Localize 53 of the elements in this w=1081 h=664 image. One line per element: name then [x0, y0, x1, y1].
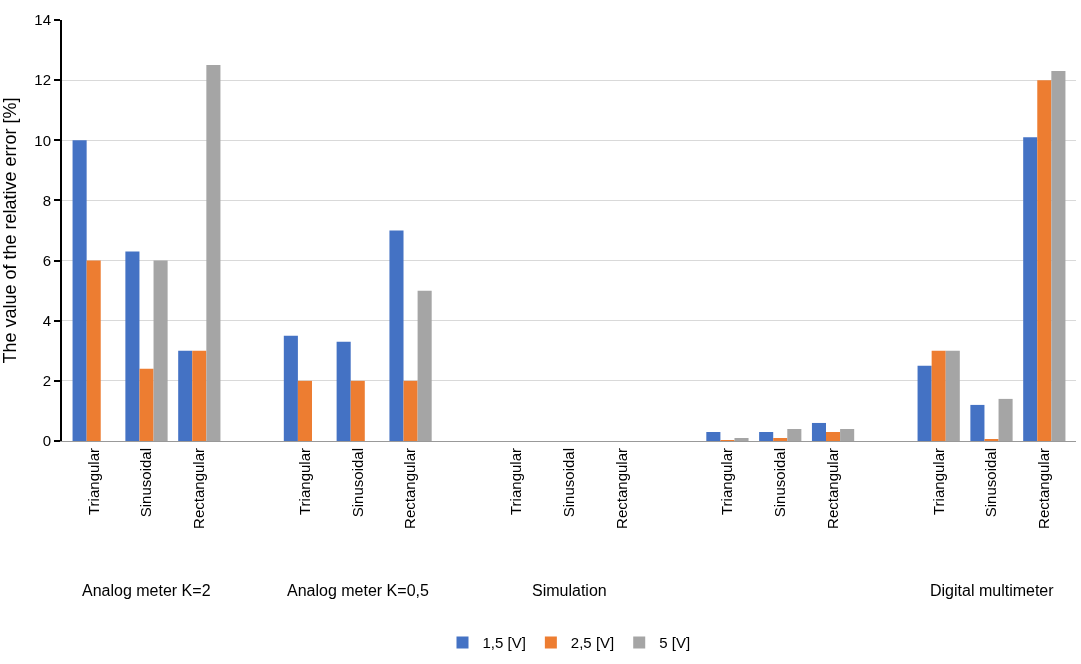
bar — [759, 431, 774, 441]
bar — [178, 350, 193, 441]
y-tick-label: 14 — [34, 11, 51, 29]
bar — [125, 251, 140, 441]
text: Analog meter K=0,5 — [287, 582, 429, 599]
bar — [389, 230, 404, 441]
bar — [297, 380, 312, 441]
x-tick-label: Sinusoidal — [137, 448, 155, 518]
y-tick-label: 8 — [42, 191, 51, 209]
y-tick-label: 4 — [42, 311, 51, 329]
bar — [403, 380, 418, 441]
x-tick-label: Sinusoidal — [982, 448, 1000, 518]
text: Analog meter K=2 — [82, 582, 211, 599]
y-axis-title: The value of the relative error [%] — [0, 97, 20, 364]
x-tick-label: Rectangular — [1035, 448, 1053, 529]
y-tick-label: 12 — [34, 71, 51, 89]
x-tick-label: Sinusoidal — [348, 448, 366, 518]
bar — [1023, 137, 1038, 441]
x-tick-label: Sinusoidal — [559, 448, 577, 518]
bar — [1037, 80, 1052, 441]
bar — [283, 335, 298, 441]
bar — [350, 380, 365, 441]
bar — [72, 140, 87, 441]
x-tick-label: Rectangular — [401, 448, 419, 529]
y-tick-label: 10 — [34, 131, 51, 149]
x-tick-label: Triangular — [507, 448, 525, 515]
bar — [811, 422, 827, 441]
y-tick-label: 6 — [42, 251, 51, 269]
bar — [192, 350, 207, 441]
x-tick-label: Sinusoidal — [771, 448, 789, 518]
x-tick-label: Triangular — [929, 448, 947, 515]
bar — [931, 350, 946, 441]
y-tick-label: 2 — [42, 372, 51, 390]
x-tick-label: Rectangular — [823, 448, 841, 529]
legend-label: 2,5 [V] — [570, 634, 615, 652]
bar — [773, 437, 788, 441]
x-tick-label: Rectangular — [612, 448, 630, 529]
x-tick-label: Triangular — [718, 448, 736, 515]
bar — [917, 365, 932, 441]
bar — [970, 404, 985, 441]
bar — [139, 368, 154, 441]
legend-label: 5 [V] — [659, 634, 691, 652]
y-tick-label: 0 — [42, 432, 51, 450]
bar — [706, 431, 721, 441]
text: Simulation — [532, 582, 607, 599]
x-tick-label: Triangular — [295, 448, 313, 515]
text: Digital multimeter — [930, 582, 1055, 599]
x-tick-label: Rectangular — [190, 448, 208, 529]
bar — [826, 431, 841, 441]
bar — [336, 341, 351, 441]
bar — [86, 260, 101, 441]
x-tick-label: Triangular — [84, 448, 102, 515]
legend-label: 1,5 [V] — [482, 634, 526, 652]
